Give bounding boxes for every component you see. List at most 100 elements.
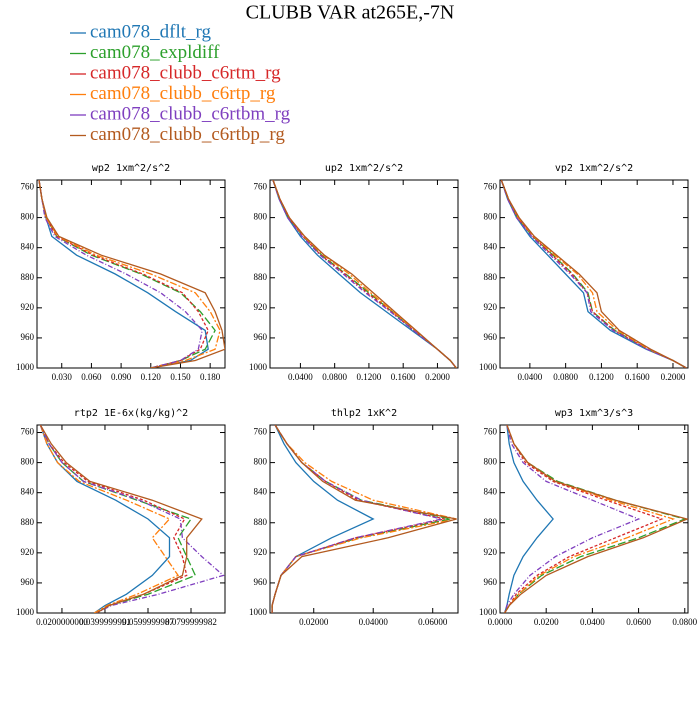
y-tick-label: 800 xyxy=(254,212,268,222)
y-tick-label: 960 xyxy=(484,577,498,587)
x-tick-label: 0.030 xyxy=(52,372,73,382)
plot-frame xyxy=(269,179,459,369)
x-tick-label: 0.0400 xyxy=(288,372,313,382)
line xyxy=(39,425,197,613)
x-tick-label: 0.04000 xyxy=(359,617,389,627)
line xyxy=(272,180,457,368)
line xyxy=(38,180,209,368)
y-tick-label: 760 xyxy=(254,182,268,192)
x-tick-label: 0.1200 xyxy=(357,372,382,382)
line xyxy=(500,180,687,368)
x-tick-label: 0.0800 xyxy=(672,617,697,627)
legend-label: cam078_clubb_c6rtp_rg xyxy=(90,83,276,104)
line xyxy=(39,425,180,613)
y-tick-label: 800 xyxy=(484,457,498,467)
x-tick-label: 0.06000 xyxy=(418,617,448,627)
panel-title: wp2 1xm^2/s^2 xyxy=(92,163,170,174)
x-tick-label: 0.0600 xyxy=(626,617,651,627)
x-tick-label: 0.1600 xyxy=(625,372,650,382)
y-tick-label: 800 xyxy=(484,212,498,222)
legend-label: cam078_clubb_c6rtbp_rg xyxy=(90,124,285,145)
x-tick-label: 0.0200 xyxy=(534,617,559,627)
panel-title: rtp2 1E-6x(kg/kg)^2 xyxy=(74,408,188,419)
y-tick-label: 880 xyxy=(484,517,498,527)
y-tick-label: 880 xyxy=(484,272,498,282)
x-tick-label: 0.0800 xyxy=(553,372,578,382)
panel-title: wp3 1xm^3/s^3 xyxy=(555,408,633,419)
line xyxy=(271,425,457,613)
x-tick-label: 0.0000 xyxy=(488,617,513,627)
y-tick-label: 880 xyxy=(21,272,35,282)
y-tick-label: 840 xyxy=(254,487,268,497)
x-tick-label: 0.2000 xyxy=(425,372,450,382)
panel-title: up2 1xm^2/s^2 xyxy=(325,163,403,174)
y-tick-label: 880 xyxy=(254,517,268,527)
y-tick-label: 760 xyxy=(254,427,268,437)
line xyxy=(500,180,687,368)
legend-label: cam078_dflt_rg xyxy=(90,21,212,42)
line xyxy=(39,425,171,613)
panel-title: thlp2 1xK^2 xyxy=(331,408,397,419)
x-tick-label: 0.0599999987 xyxy=(122,617,174,627)
y-tick-label: 840 xyxy=(484,242,498,252)
plot-frame xyxy=(36,179,226,369)
panel-title: vp2 1xm^2/s^2 xyxy=(555,163,633,174)
line xyxy=(504,425,664,613)
x-tick-label: 0.0399999991 xyxy=(79,617,131,627)
legend-label: cam078_clubb_c6rtbm_rg xyxy=(90,103,291,124)
line xyxy=(39,425,203,613)
y-tick-label: 760 xyxy=(484,427,498,437)
x-tick-label: 0.2000 xyxy=(661,372,686,382)
line xyxy=(271,425,442,613)
y-tick-label: 920 xyxy=(254,302,268,312)
y-tick-label: 840 xyxy=(254,242,268,252)
line xyxy=(500,180,687,368)
y-tick-label: 1000 xyxy=(249,362,268,372)
line xyxy=(271,425,457,613)
y-tick-label: 880 xyxy=(254,272,268,282)
y-tick-label: 880 xyxy=(21,517,35,527)
y-tick-label: 920 xyxy=(21,302,35,312)
line xyxy=(39,425,188,613)
y-tick-label: 840 xyxy=(21,487,35,497)
y-tick-label: 760 xyxy=(484,182,498,192)
x-tick-label: 0.1600 xyxy=(391,372,416,382)
y-tick-label: 1000 xyxy=(16,607,35,617)
y-tick-label: 960 xyxy=(254,332,268,342)
figure-title: CLUBB VAR at265E,-7N xyxy=(246,2,455,24)
line xyxy=(500,180,687,368)
line xyxy=(271,425,375,613)
line xyxy=(38,180,203,368)
line xyxy=(38,180,209,368)
line xyxy=(504,425,688,613)
line xyxy=(500,180,687,368)
line xyxy=(272,180,457,368)
y-tick-label: 800 xyxy=(21,457,35,467)
line xyxy=(504,425,687,613)
x-tick-label: 0.1200 xyxy=(589,372,614,382)
plot-frame xyxy=(269,424,459,614)
line xyxy=(500,180,687,368)
y-tick-label: 760 xyxy=(21,182,35,192)
line xyxy=(503,425,641,613)
legend-label: cam078_clubb_c6rtm_rg xyxy=(90,62,281,83)
y-tick-label: 960 xyxy=(254,577,268,587)
line xyxy=(38,180,221,368)
y-tick-label: 1000 xyxy=(16,362,35,372)
x-tick-label: 0.0799999982 xyxy=(165,617,217,627)
line xyxy=(503,425,554,613)
plot-frame xyxy=(36,424,226,614)
y-tick-label: 920 xyxy=(484,547,498,557)
line xyxy=(271,425,445,613)
y-tick-label: 800 xyxy=(21,212,35,222)
x-tick-label: 0.02000 xyxy=(299,617,329,627)
x-tick-label: 0.180 xyxy=(200,372,221,382)
x-tick-label: 0.150 xyxy=(170,372,191,382)
y-tick-label: 920 xyxy=(21,547,35,557)
legend-label: cam078_expldiff xyxy=(90,42,220,63)
x-tick-label: 0.0200000000 xyxy=(36,617,88,627)
y-tick-label: 920 xyxy=(484,302,498,312)
line xyxy=(39,425,225,613)
line xyxy=(38,180,225,368)
